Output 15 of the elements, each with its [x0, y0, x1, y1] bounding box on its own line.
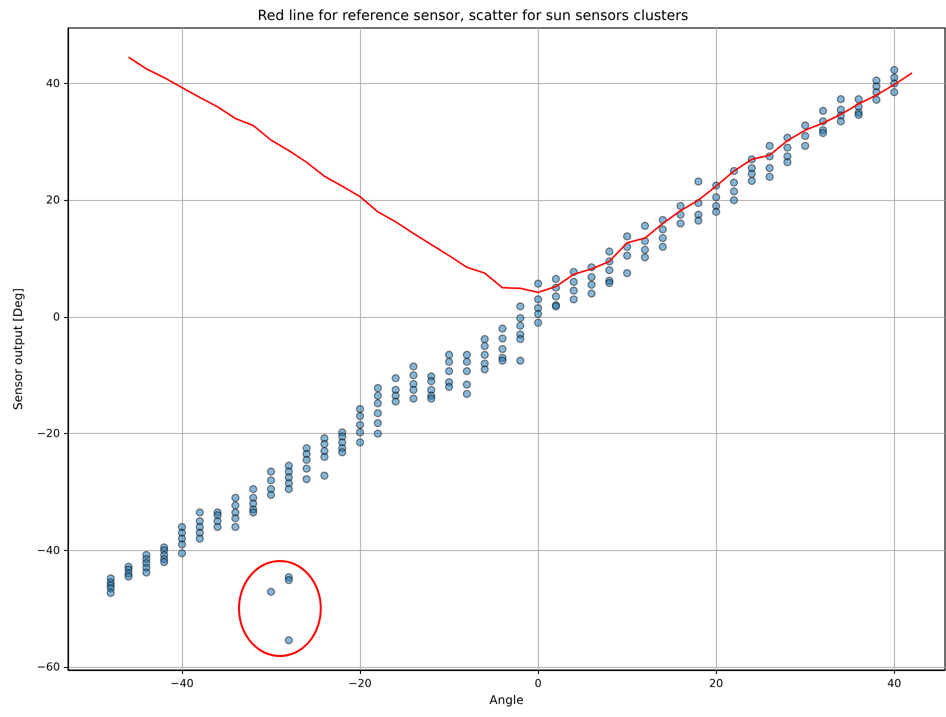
y-tick-label: −60: [36, 660, 60, 674]
y-tick-label: 20: [46, 194, 60, 207]
x-tick-label: 20: [709, 677, 724, 690]
chart-title: Red line for reference sensor, scatter for sun sensors clusters: [258, 8, 688, 24]
x-tick-label: 0: [534, 677, 542, 690]
x-tick-label: −20: [348, 677, 372, 690]
x-tick-label: 40: [887, 677, 902, 690]
y-tick-label: 0: [53, 310, 60, 324]
y-tick-label: −40: [36, 544, 60, 557]
y-axis-title: Sensor output [Deg]: [11, 288, 25, 410]
y-tick-label: 40: [46, 76, 60, 90]
line-series: [128, 56, 913, 294]
x-tick-label: −40: [170, 677, 194, 690]
x-axis-title: Angle: [489, 693, 524, 707]
y-tick-label: −20: [36, 427, 60, 440]
